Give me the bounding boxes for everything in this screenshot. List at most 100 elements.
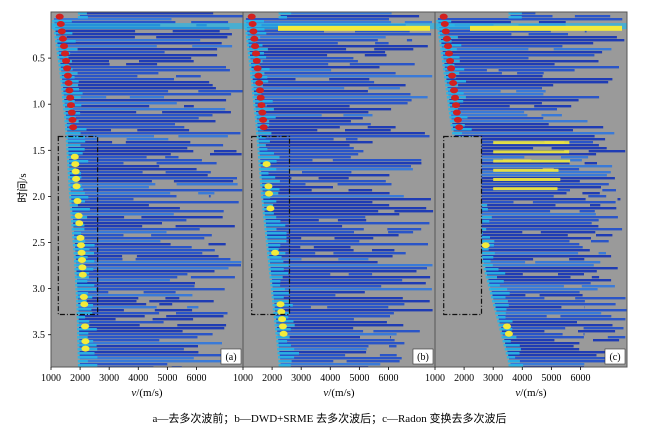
heatmap-band [56, 39, 201, 42]
heatmap-band [259, 144, 350, 147]
heatmap-band [509, 360, 611, 363]
heatmap-band [259, 150, 364, 153]
heatmap-band [469, 207, 617, 210]
heatmap-mid [77, 360, 88, 363]
heatmap-mid [257, 148, 268, 151]
heatmap-band [444, 63, 555, 66]
heatmap-high [493, 187, 558, 191]
heatmap-gap [578, 252, 599, 255]
heatmap-mid [259, 180, 280, 183]
heatmap-band [260, 156, 351, 159]
heatmap-band [79, 348, 184, 351]
heatmap-peak [276, 301, 285, 308]
heatmap-mid [278, 364, 291, 367]
x-axes: 1000 2000 3000 4000 5000 6000 v/(m/s) 1000 2000 3… [41, 367, 590, 399]
heatmap-peak [451, 94, 459, 101]
y-axis-title: 时间/s [16, 173, 29, 202]
heatmap-mid [261, 196, 271, 199]
heatmap-peak [78, 257, 86, 263]
heatmap-band [77, 282, 195, 285]
heatmap-mid [71, 228, 85, 231]
heatmap-gap [156, 45, 193, 48]
panel-frame [434, 11, 628, 368]
heatmap-band [74, 237, 205, 240]
heatmap-band [68, 150, 237, 153]
heatmap-mid [441, 56, 460, 59]
heatmap-gap [331, 69, 364, 72]
heatmap-peak [71, 168, 80, 175]
heatmap-peak [252, 57, 261, 64]
heatmap-mid [508, 12, 522, 15]
heatmap-mid [276, 340, 288, 343]
heatmap-band [472, 219, 599, 222]
heatmap-band [78, 303, 173, 306]
heatmap-peak [447, 65, 456, 72]
heatmap-band [68, 153, 242, 156]
x-tick-label: 2000 [70, 373, 90, 384]
heatmap-band [457, 147, 607, 150]
heatmap-gap [569, 162, 585, 165]
heatmap-mid [63, 108, 73, 111]
heatmap-gap [168, 90, 199, 93]
heatmap-peak [80, 301, 89, 308]
heatmap-mid [266, 248, 279, 251]
heatmap-band [252, 72, 396, 75]
heatmap-peak [448, 72, 457, 79]
heatmap-band [275, 309, 433, 312]
heatmap-band [78, 306, 199, 309]
heatmap-gap [156, 306, 188, 309]
heatmap-gap [486, 69, 499, 72]
heatmap-band [76, 267, 229, 270]
x-tick-label: 1000 [41, 373, 61, 384]
heatmap-peak [62, 57, 71, 64]
heatmap-band [256, 111, 369, 114]
heatmap-gap [546, 315, 561, 318]
heatmap-band [265, 222, 430, 225]
heatmap-mid [57, 56, 69, 59]
heatmap-band [77, 279, 170, 282]
heatmap-band [65, 114, 213, 117]
heatmap-mid [271, 292, 290, 295]
heatmap-band [61, 72, 159, 75]
heatmap-gap [148, 204, 183, 207]
x-tick-label: 5000 [541, 373, 561, 384]
heatmap-gap [525, 294, 540, 297]
heatmap-band [77, 297, 180, 300]
heatmap-band [245, 18, 389, 21]
heatmap-gap [513, 201, 533, 204]
heatmap-peak [71, 161, 80, 168]
heatmap-mid [58, 64, 70, 67]
heatmap-mid [66, 144, 81, 147]
heatmap-peak [70, 153, 79, 160]
heatmap-mid [263, 216, 277, 219]
heatmap-band [266, 225, 377, 228]
heatmap-gap [566, 192, 583, 195]
heatmap-band [508, 354, 597, 357]
heatmap-band [74, 243, 226, 246]
heatmap-band [479, 243, 580, 246]
heatmap-band [278, 342, 405, 345]
heatmap-mid [265, 236, 287, 239]
heatmap-band [271, 273, 373, 276]
heatmap-gap [317, 129, 345, 132]
heatmap-peak [249, 28, 258, 35]
heatmap-gap [177, 276, 191, 279]
heatmap-band [464, 183, 609, 186]
heatmap-mid [53, 28, 62, 31]
heatmap-band [76, 270, 215, 273]
heatmap-band [261, 174, 390, 177]
heatmap-gap [585, 198, 618, 201]
heatmap-band [439, 30, 587, 33]
heatmap-band [440, 36, 617, 39]
heatmap-mid [76, 308, 92, 311]
heatmap-gap [377, 39, 407, 42]
heatmap-peak [73, 198, 82, 204]
heatmap-peak [74, 212, 83, 219]
heatmap-band [67, 135, 228, 138]
heatmap-band [443, 54, 595, 57]
heatmap-band [271, 279, 403, 282]
heatmap-gap [573, 345, 609, 348]
heatmap-band [491, 291, 580, 294]
x-tick-label: 5000 [157, 373, 177, 384]
